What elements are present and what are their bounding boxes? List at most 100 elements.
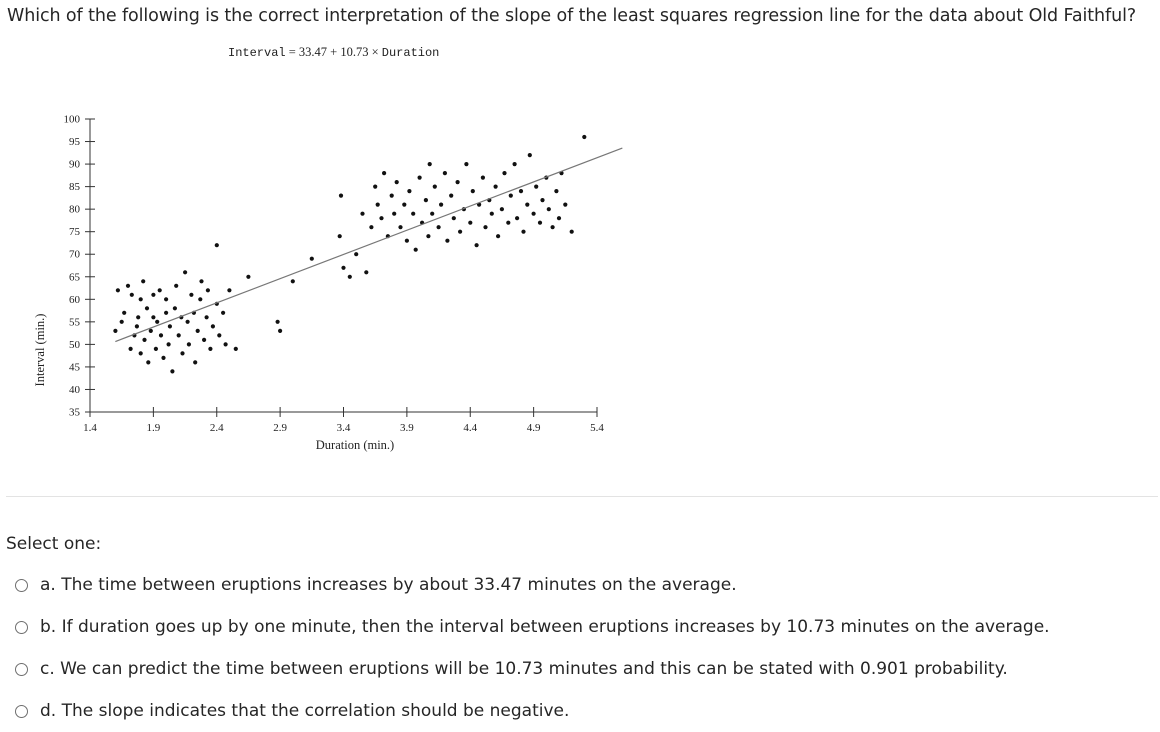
data-point bbox=[186, 342, 191, 347]
data-point bbox=[202, 337, 207, 342]
option-text: We can predict the time between eruption… bbox=[60, 659, 1008, 679]
radio-circle-icon[interactable] bbox=[15, 704, 28, 718]
data-point bbox=[208, 346, 213, 351]
y-tick-label: 75 bbox=[69, 226, 81, 238]
regression-line bbox=[115, 147, 623, 343]
select-one-label: Select one: bbox=[6, 534, 102, 554]
option-a[interactable]: a. The time between eruptions increases … bbox=[15, 564, 1050, 606]
data-point bbox=[161, 355, 166, 360]
data-point bbox=[210, 324, 215, 329]
data-point bbox=[142, 337, 147, 342]
x-tick-label: 1.9 bbox=[147, 422, 161, 434]
x-tick-label: 4.9 bbox=[527, 422, 541, 434]
data-point bbox=[125, 283, 131, 288]
data-point bbox=[382, 171, 387, 176]
data-point bbox=[569, 229, 574, 234]
data-point bbox=[379, 216, 384, 221]
data-point bbox=[436, 225, 441, 230]
option-letter: d. bbox=[40, 701, 57, 721]
data-point bbox=[189, 292, 194, 297]
data-point bbox=[185, 319, 190, 324]
data-point bbox=[172, 306, 177, 311]
radio-circle-icon[interactable] bbox=[15, 662, 28, 676]
data-point bbox=[246, 274, 251, 279]
data-point bbox=[389, 193, 394, 198]
data-point bbox=[155, 319, 160, 324]
data-point bbox=[417, 175, 422, 180]
data-point bbox=[354, 252, 359, 257]
x-axis: 1.4 1.9 2.4 2.9 3.4 3.9 4.4 4.9 5.4 bbox=[83, 407, 604, 434]
data-point bbox=[556, 216, 562, 221]
option-d[interactable]: d. The slope indicates that the correlat… bbox=[15, 690, 1050, 732]
data-point bbox=[364, 270, 369, 275]
data-point bbox=[483, 225, 488, 230]
data-point bbox=[449, 193, 454, 198]
data-point bbox=[427, 162, 432, 167]
data-point bbox=[518, 189, 524, 194]
equation-var: Duration bbox=[381, 46, 440, 60]
data-point bbox=[432, 184, 437, 189]
data-point bbox=[402, 202, 407, 207]
data-point bbox=[337, 234, 342, 239]
radio-circle-icon[interactable] bbox=[15, 578, 28, 592]
data-point bbox=[394, 180, 399, 185]
option-letter: a. bbox=[40, 575, 56, 595]
regression-line-group bbox=[115, 147, 623, 343]
x-tick-label: 3.4 bbox=[337, 422, 351, 434]
data-point bbox=[439, 202, 444, 207]
data-point bbox=[375, 202, 380, 207]
data-point bbox=[153, 346, 158, 351]
data-point bbox=[115, 288, 120, 293]
data-point bbox=[341, 265, 346, 270]
data-point bbox=[527, 153, 532, 158]
x-tick-label: 1.4 bbox=[83, 422, 97, 434]
data-point bbox=[174, 283, 179, 288]
radio-circle-icon[interactable] bbox=[15, 620, 28, 634]
data-point bbox=[134, 324, 139, 329]
data-point bbox=[205, 288, 210, 293]
data-point bbox=[204, 315, 209, 320]
data-point bbox=[426, 234, 431, 239]
y-tick-label: 85 bbox=[69, 181, 81, 193]
option-letter: b. bbox=[40, 617, 57, 637]
y-tick-label: 45 bbox=[69, 361, 81, 373]
data-point bbox=[373, 184, 378, 189]
data-point bbox=[430, 211, 435, 216]
option-c[interactable]: c. We can predict the time between erupt… bbox=[15, 648, 1050, 690]
data-point bbox=[198, 297, 203, 302]
data-point bbox=[122, 310, 127, 315]
y-tick-label: 100 bbox=[64, 114, 81, 126]
y-tick-label: 65 bbox=[69, 271, 81, 283]
data-point bbox=[144, 306, 150, 311]
data-point bbox=[515, 216, 520, 221]
data-point bbox=[278, 328, 283, 333]
y-tick-label: 80 bbox=[69, 204, 81, 216]
data-point bbox=[540, 198, 545, 203]
data-point bbox=[290, 279, 295, 284]
y-axis: 35 40 45 50 55 60 65 70 75 80 85 90 95 100 bbox=[64, 114, 95, 419]
y-tick-label: 40 bbox=[69, 384, 81, 396]
data-point bbox=[151, 292, 156, 297]
section-divider bbox=[6, 496, 1158, 497]
y-axis-title: Interval (min.) bbox=[33, 314, 47, 387]
data-point bbox=[445, 238, 450, 243]
data-point bbox=[563, 202, 568, 207]
data-point bbox=[531, 211, 536, 216]
y-tick-label: 95 bbox=[69, 136, 81, 148]
option-text: The time between eruptions increases by … bbox=[61, 575, 737, 595]
data-point bbox=[183, 270, 188, 275]
option-b[interactable]: b. If duration goes up by one minute, th… bbox=[15, 606, 1050, 648]
y-tick-label: 90 bbox=[69, 159, 81, 171]
x-tick-label: 4.4 bbox=[463, 422, 477, 434]
option-text: If duration goes up by one minute, then … bbox=[61, 617, 1050, 637]
option-letter: c. bbox=[40, 659, 55, 679]
data-point bbox=[164, 297, 169, 302]
data-point bbox=[138, 297, 143, 302]
data-point bbox=[193, 360, 198, 365]
data-point bbox=[217, 333, 222, 338]
data-point bbox=[128, 346, 133, 351]
data-point bbox=[214, 243, 219, 248]
data-point bbox=[506, 220, 511, 225]
data-point bbox=[164, 310, 169, 315]
data-point bbox=[166, 342, 171, 347]
